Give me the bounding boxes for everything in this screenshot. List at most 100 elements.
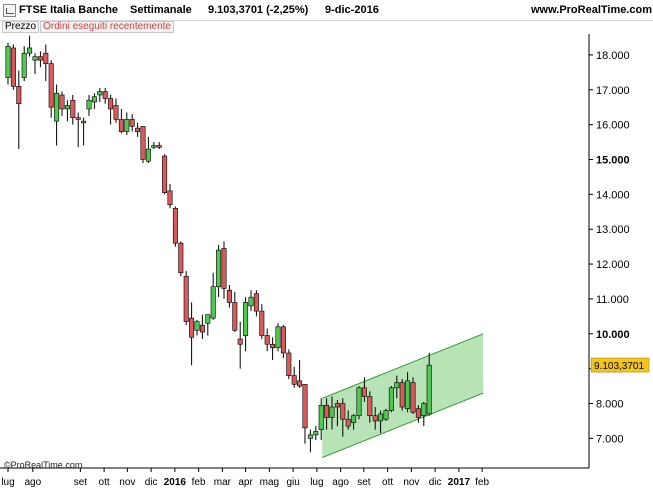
candle [118, 108, 124, 134]
site-link[interactable]: www.ProRealTime.com [531, 4, 653, 16]
candle [286, 349, 292, 380]
candle [48, 60, 54, 118]
candle [426, 352, 432, 416]
candle [410, 377, 416, 414]
bear-candle-body [334, 403, 340, 408]
x-tick-label: 2016 [164, 477, 187, 488]
bear-candle-body [156, 145, 162, 148]
y-tick-label: 8.000 [596, 399, 624, 411]
bear-candle-body [237, 338, 243, 345]
bear-candle-body [232, 302, 238, 331]
bear-candle-body [48, 63, 54, 108]
bull-candle-body [27, 47, 33, 54]
x-tick-label: ago [332, 477, 349, 488]
bull-candle-body [394, 382, 400, 389]
bull-candle-body [243, 302, 249, 336]
bull-candle-body [86, 99, 92, 110]
chart-legend: Prezzo Ordini eseguiti recentemente [2, 21, 174, 33]
bull-candle-body [383, 410, 389, 420]
candle [178, 241, 184, 277]
bear-candle-body [172, 207, 178, 244]
candle [37, 51, 43, 68]
candle [70, 95, 76, 125]
bear-candle-body [264, 335, 270, 345]
bull-candle-body [216, 249, 222, 288]
orders-legend-item[interactable]: Ordini eseguiti recentemente [40, 21, 174, 33]
x-tick-label: nov [403, 477, 419, 488]
bear-candle-body [16, 85, 22, 105]
candle [183, 271, 189, 326]
y-tick-label: 17.000 [596, 85, 630, 97]
bear-candle-body [367, 396, 373, 417]
bull-candle-body [5, 45, 11, 78]
candle [16, 70, 22, 150]
candle [145, 136, 151, 163]
candle [5, 42, 11, 85]
candle [243, 297, 249, 352]
tick-labels: 7.0008.0009.00010.00011.00012.00013.0001… [1, 50, 629, 488]
candle [205, 314, 211, 336]
bull-candle-body [205, 314, 211, 324]
bear-candle-body [140, 126, 146, 160]
candle [383, 408, 389, 421]
y-tick-label: 11.000 [596, 294, 629, 306]
candle [340, 398, 346, 437]
candle [297, 359, 303, 388]
candle [232, 291, 238, 333]
bear-candle-body [340, 403, 346, 420]
candle [421, 401, 427, 427]
bull-candle-body [81, 120, 87, 124]
candle [264, 328, 270, 352]
bear-candle-body [199, 324, 205, 333]
bear-candle-body [259, 310, 265, 336]
x-tick-label: feb [192, 477, 206, 488]
chart-type-icon[interactable] [3, 4, 16, 17]
candle [388, 386, 394, 413]
candle [405, 372, 411, 413]
candle [156, 142, 162, 150]
bull-candle-body [275, 326, 281, 349]
bear-candle-body [270, 343, 276, 349]
x-tick-label: ott [99, 477, 110, 488]
bull-candle-body [307, 434, 313, 439]
candle [367, 391, 373, 423]
bull-candle-body [318, 404, 324, 430]
bull-candle-body [313, 431, 319, 436]
bull-candle-body [194, 321, 200, 331]
candle [318, 398, 324, 441]
candle [248, 290, 254, 312]
x-tick-label: set [74, 477, 88, 488]
bear-candle-body [70, 99, 76, 118]
x-tick-label: dic [429, 477, 442, 488]
candle [102, 88, 108, 104]
x-tick-label: lug [310, 477, 323, 488]
price-tag: 9.103,3701 [590, 357, 650, 373]
bear-candle-body [324, 404, 330, 418]
y-tick-label: 7.000 [596, 433, 624, 445]
candle [167, 183, 173, 209]
bear-candle-body [297, 380, 303, 387]
x-tick-label: dic [145, 477, 158, 488]
candle [302, 384, 308, 444]
y-tick-label: 15.000 [596, 154, 630, 166]
y-tick-label: 14.000 [596, 189, 630, 201]
bull-candle-body [421, 403, 427, 417]
timeframe-label: Settimanale [130, 4, 192, 16]
bull-candle-body [32, 56, 38, 61]
bear-candle-body [43, 52, 49, 64]
bear-candle-body [167, 190, 173, 206]
bear-candle-body [183, 275, 189, 322]
bear-candle-body [102, 91, 108, 99]
candle [54, 84, 60, 146]
bear-candle-body [415, 408, 421, 418]
bear-candle-body [280, 326, 286, 354]
price-legend-item[interactable]: Prezzo [2, 21, 40, 33]
candle [108, 95, 114, 125]
channel-lower-line [322, 392, 484, 459]
bear-candle-body [129, 119, 135, 127]
candle [172, 206, 178, 247]
bull-candle-body [248, 296, 254, 307]
bear-candle-body [399, 382, 405, 408]
candle [10, 44, 16, 90]
